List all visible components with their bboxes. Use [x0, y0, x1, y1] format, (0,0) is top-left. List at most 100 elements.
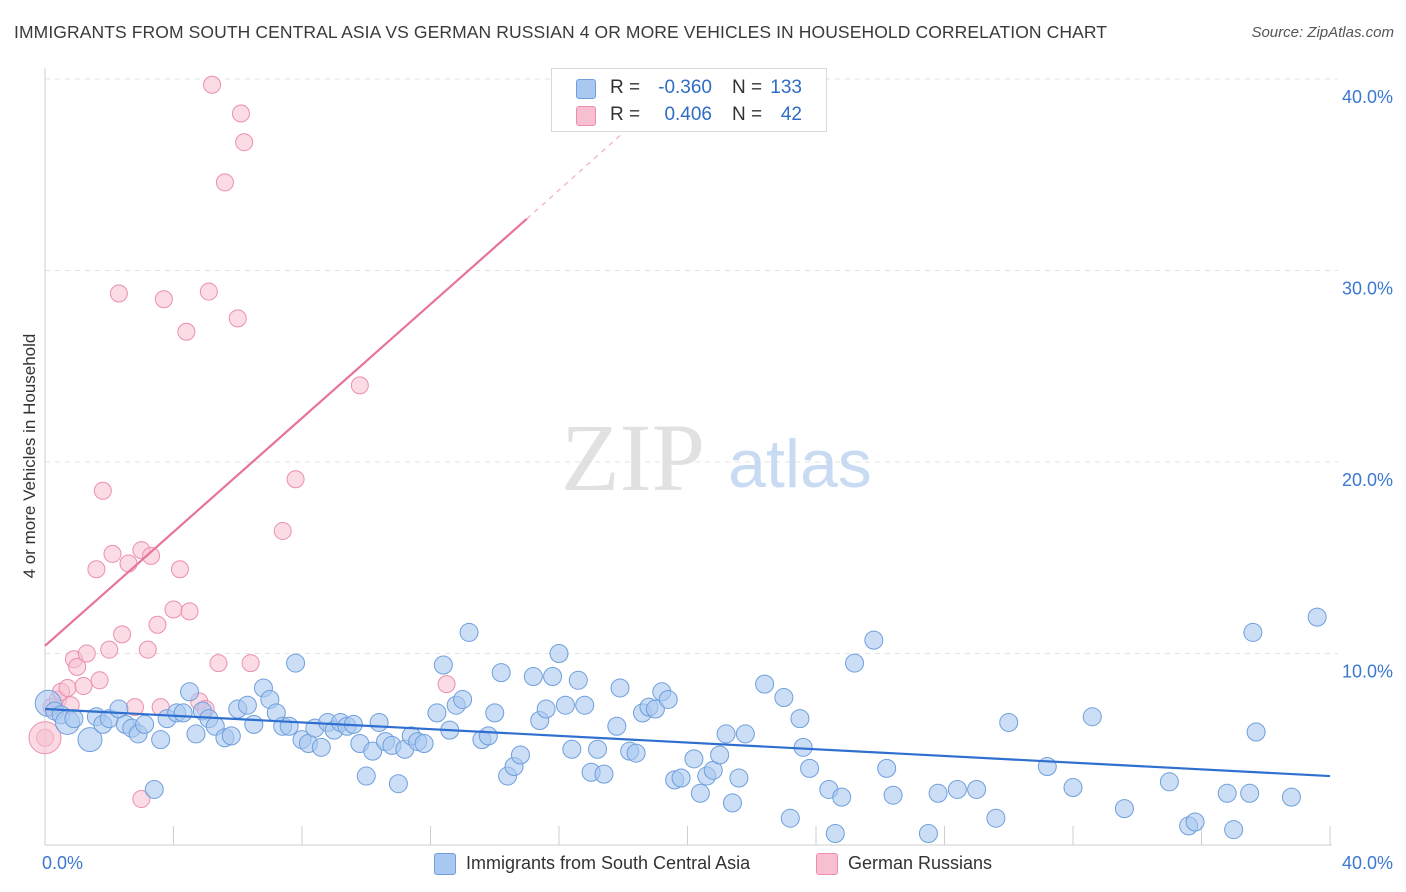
data-point-german-russians-large — [28, 721, 62, 755]
y-tick-label: 20.0% — [1342, 470, 1393, 490]
south-central-asia-points — [34, 607, 1327, 844]
chart-title: IMMIGRANTS FROM SOUTH CENTRAL ASIA VS GE… — [14, 22, 1108, 42]
y-tick-label: 30.0% — [1342, 279, 1393, 299]
data-point-south-central-asia — [716, 724, 736, 744]
data-point-german-russians — [109, 284, 128, 303]
data-point-south-central-asia — [722, 793, 742, 813]
data-point-south-central-asia — [433, 655, 453, 675]
data-point-south-central-asia — [864, 630, 884, 650]
data-point-south-central-asia — [1224, 820, 1244, 840]
data-point-german-russians — [209, 654, 228, 673]
data-point-south-central-asia — [671, 768, 691, 788]
data-point-south-central-asia — [1243, 622, 1263, 642]
data-point-south-central-asia — [607, 716, 627, 736]
data-point-german-russians — [68, 657, 87, 676]
data-point-south-central-asia — [684, 749, 704, 769]
tick-labels: 10.0% 20.0% 30.0% 40.0% 0.0% 40.0% — [42, 87, 1393, 873]
data-point-south-central-asia — [369, 712, 389, 732]
data-point-south-central-asia — [77, 727, 103, 753]
data-point-german-russians — [154, 290, 173, 309]
data-point-german-russians — [215, 173, 234, 192]
watermark-zip: ZIP — [561, 404, 705, 511]
trend-line-south-central-asia — [44, 707, 1331, 778]
data-point-south-central-asia — [947, 779, 967, 799]
data-point-south-central-asia — [588, 739, 608, 759]
data-point-german-russians — [286, 470, 305, 489]
data-point-german-russians — [203, 75, 222, 94]
data-point-south-central-asia — [1159, 772, 1179, 792]
legend-swatch-pink — [576, 106, 596, 126]
data-point-south-central-asia — [986, 808, 1006, 828]
trend-line-german-russians — [44, 217, 528, 647]
data-point-south-central-asia — [928, 783, 948, 803]
data-point-south-central-asia — [562, 739, 582, 759]
x-tick-label: 0.0% — [42, 853, 83, 873]
data-point-german-russians — [103, 544, 122, 563]
data-point-south-central-asia — [1246, 722, 1266, 742]
grid-lines — [45, 78, 1338, 654]
data-point-south-central-asia — [883, 785, 903, 805]
data-point-south-central-asia — [237, 695, 257, 715]
data-point-german-russians — [77, 644, 96, 663]
data-point-south-central-asia — [1240, 783, 1260, 803]
data-point-south-central-asia — [575, 695, 595, 715]
data-point-german-russians — [235, 133, 254, 152]
bottom-legend-swatch-pink — [816, 853, 838, 875]
trend-lines — [44, 132, 1331, 778]
data-point-south-central-asia — [180, 682, 200, 702]
data-point-german-russians — [241, 654, 260, 673]
legend-n-label: N = — [732, 104, 763, 125]
data-point-south-central-asia — [427, 703, 447, 723]
data-point-south-central-asia — [279, 716, 299, 736]
data-point-south-central-asia — [645, 699, 665, 719]
data-point-south-central-asia — [690, 783, 710, 803]
data-point-south-central-asia — [244, 714, 264, 734]
data-point-german-russians — [180, 602, 199, 621]
data-point-south-central-asia — [845, 653, 865, 673]
legend-swatch-blue — [576, 79, 596, 99]
data-point-south-central-asia — [549, 644, 569, 663]
data-point-german-russians — [138, 640, 157, 659]
watermark-atlas: atlas — [728, 426, 872, 502]
data-point-german-russians — [142, 546, 161, 565]
data-point-south-central-asia — [877, 758, 897, 778]
data-point-german-russians — [350, 376, 369, 395]
y-tick-label: 40.0% — [1342, 87, 1393, 107]
data-point-south-central-asia — [832, 787, 852, 807]
data-point-south-central-asia — [510, 745, 530, 765]
data-point-german-russians — [273, 521, 292, 540]
data-point-south-central-asia — [1217, 783, 1237, 803]
legend-row-blue: R = -0.360 N = 133 — [552, 75, 826, 101]
data-point-south-central-asia — [626, 743, 646, 763]
data-point-south-central-asia — [64, 709, 84, 729]
data-point-south-central-asia — [151, 730, 171, 750]
data-point-south-central-asia — [610, 678, 630, 698]
data-point-german-russians — [231, 104, 250, 123]
data-point-south-central-asia — [186, 724, 206, 744]
data-point-south-central-asia — [555, 695, 575, 715]
data-point-south-central-asia — [774, 688, 794, 708]
data-point-german-russians — [90, 671, 109, 690]
data-point-south-central-asia — [356, 766, 376, 786]
data-point-south-central-asia — [478, 726, 498, 746]
data-point-german-russians — [93, 481, 112, 500]
data-point-south-central-asia — [286, 653, 306, 673]
source-credit: Source: ZipAtlas.com — [1251, 24, 1394, 41]
data-point-south-central-asia — [594, 764, 614, 784]
data-point-south-central-asia — [144, 779, 164, 799]
data-point-south-central-asia — [1114, 799, 1134, 819]
data-point-south-central-asia — [523, 666, 543, 686]
data-point-south-central-asia — [780, 808, 800, 828]
data-point-south-central-asia — [729, 768, 749, 788]
legend-n-value: 133 — [770, 77, 802, 98]
data-point-south-central-asia — [221, 726, 241, 746]
legend-row-pink: R = 0.406 N = 42 — [552, 102, 826, 128]
data-point-german-russians — [74, 677, 93, 696]
data-point-south-central-asia — [485, 703, 505, 723]
legend-r-label: R = — [610, 77, 641, 98]
trend-line-german-russians-extension — [526, 132, 624, 220]
legend-r-label: R = — [610, 104, 641, 125]
data-point-south-central-asia — [658, 689, 678, 709]
data-point-german-russians — [119, 554, 138, 573]
data-point-south-central-asia — [459, 622, 479, 642]
